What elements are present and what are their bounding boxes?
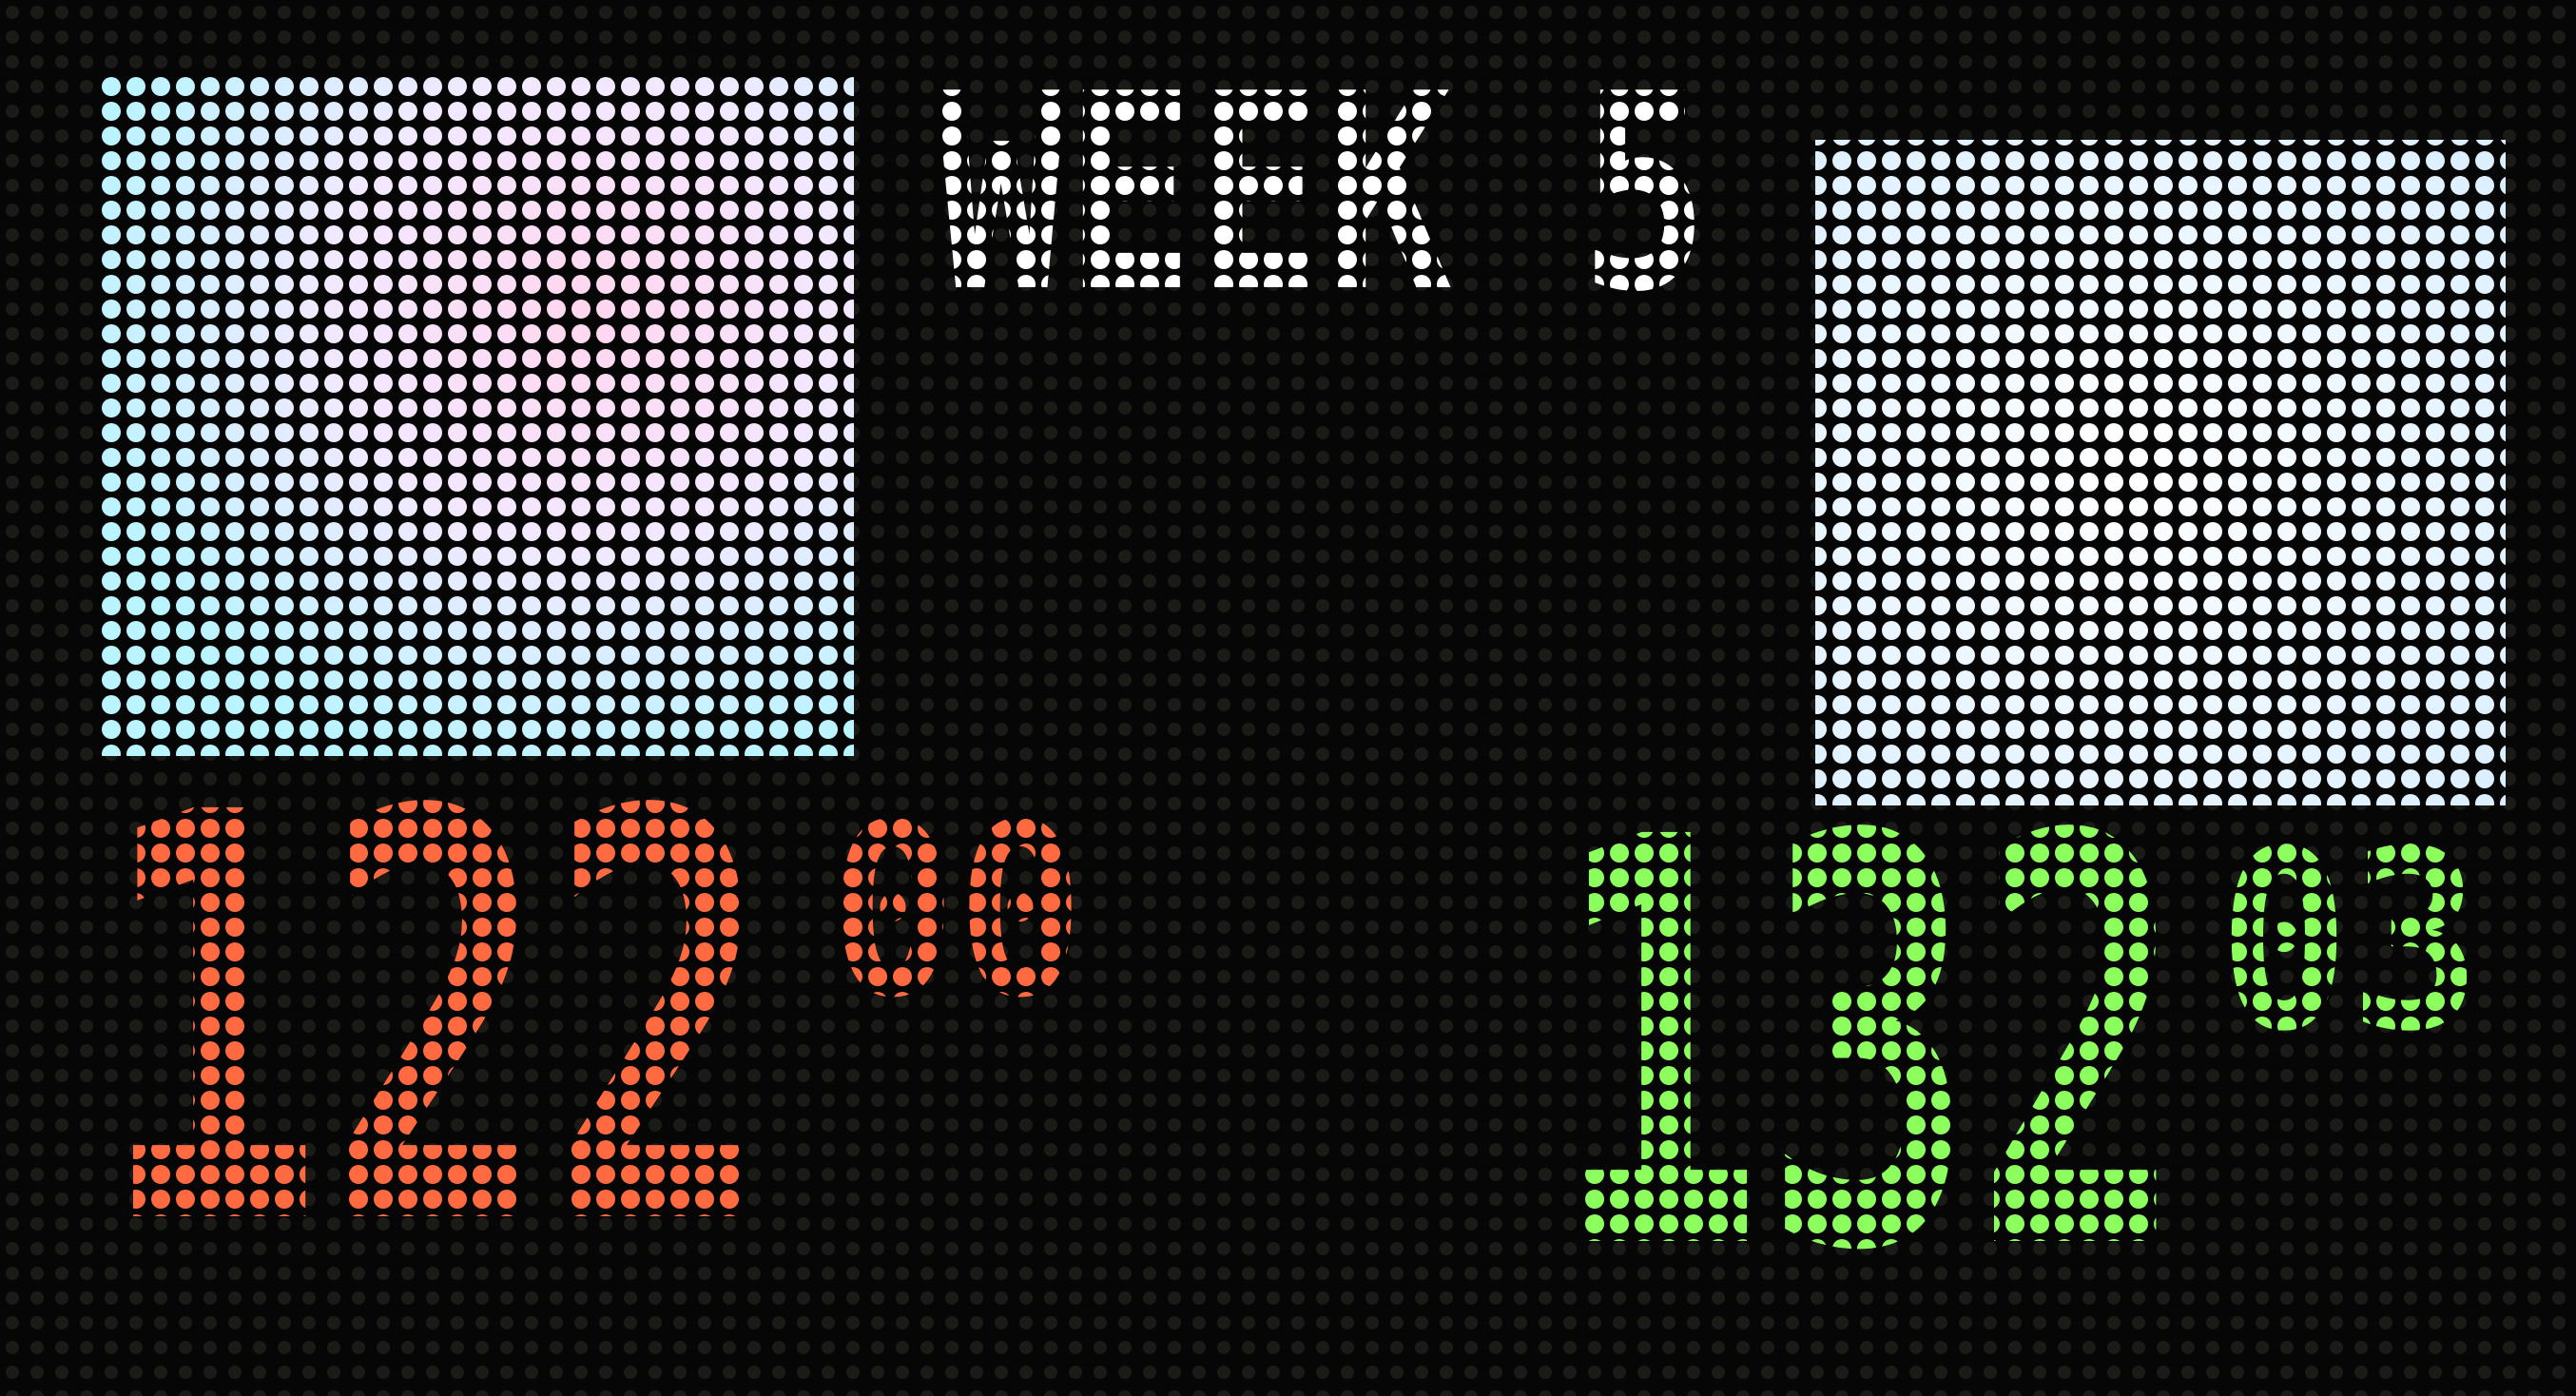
- score-fraction: 03: [2218, 799, 2481, 1086]
- score-whole: 122: [99, 696, 772, 1349]
- team-logo-right: [1815, 140, 2506, 805]
- team-logo-left: [99, 74, 854, 756]
- score-whole: 132: [1553, 721, 2185, 1374]
- lit-leds: WEEK 5 122 00 132 03: [99, 36, 2506, 1374]
- score-fraction: 00: [829, 773, 1084, 1050]
- week-title: WEEK 5: [937, 36, 1709, 352]
